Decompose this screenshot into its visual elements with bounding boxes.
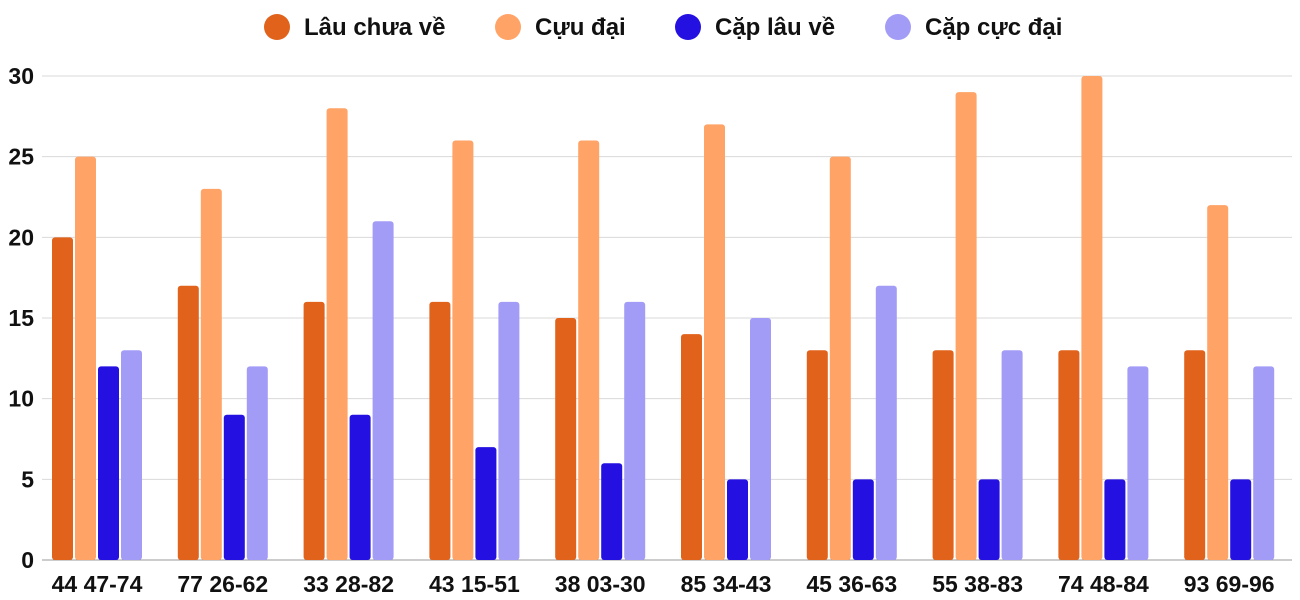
legend-item: Lâu chưa về [264, 14, 445, 41]
bar-1-5 [555, 318, 577, 560]
bar-2-7 [829, 156, 851, 560]
bar-3-10 [1230, 479, 1252, 560]
bar-1-6 [681, 334, 702, 560]
legend-label: Cặp lâu về [715, 14, 835, 41]
bar-2-3 [326, 108, 348, 561]
bar-4-8 [1001, 350, 1023, 560]
bar-1-8 [932, 350, 954, 560]
bar-3-1 [98, 366, 119, 560]
legend-label: Lâu chưa về [304, 14, 445, 41]
y-tick-label: 0 [21, 547, 34, 573]
x-category-label: 33 28-82 [303, 571, 394, 597]
x-category-label: 93 69-96 [1184, 571, 1275, 597]
x-category-label: 45 36-63 [806, 571, 897, 597]
bar-4-9 [1127, 366, 1149, 560]
bar-1-9 [1058, 350, 1080, 560]
bar-1-4 [429, 301, 451, 560]
legend-label: Cặp cực đại [925, 14, 1062, 41]
y-tick-label: 10 [8, 386, 34, 412]
legend-swatch [675, 14, 701, 40]
bar-3-3 [349, 414, 371, 560]
bar-1-1 [52, 237, 73, 561]
bar-2-5 [578, 140, 600, 561]
x-axis-categories: 44 47-74 77 26-62 33 28-82 43 15-51 38 03-30… [52, 571, 1275, 597]
bar-4-6 [750, 318, 771, 560]
y-tick-label: 25 [8, 144, 34, 170]
legend-swatch [264, 14, 290, 40]
y-axis-ticks: 0 5 10 15 20 25 30 [8, 63, 34, 573]
bar-4-5 [624, 301, 646, 560]
bar-4-3 [372, 221, 394, 560]
bar-2-1 [75, 156, 96, 560]
bar-2-6 [704, 124, 725, 561]
x-category-label: 77 26-62 [177, 571, 268, 597]
y-tick-label: 30 [8, 63, 34, 89]
bar-1-10 [1184, 350, 1206, 560]
bar-4-2 [246, 366, 268, 560]
bar-2-9 [1081, 76, 1103, 560]
y-tick-label: 20 [8, 224, 34, 250]
bar-3-7 [852, 479, 874, 560]
legend-item: Cựu đại [495, 14, 626, 41]
bar-3-8 [978, 479, 1000, 560]
x-category-label: 44 47-74 [52, 571, 143, 597]
bar-2-8 [955, 92, 977, 560]
x-category-label: 38 03-30 [555, 571, 646, 597]
bar-4-10 [1253, 366, 1275, 560]
bar-2-2 [200, 188, 222, 560]
bar-1-7 [806, 350, 828, 560]
bar-4-4 [498, 301, 520, 560]
legend: Lâu chưa về Cựu đại Cặp lâu về Cặp cực đại [264, 14, 1062, 41]
legend-swatch [495, 14, 521, 40]
y-tick-label: 15 [8, 305, 34, 331]
x-category-label: 43 15-51 [429, 571, 520, 597]
x-category-label: 55 38-83 [932, 571, 1023, 597]
bar-2-4 [452, 140, 474, 561]
bar-3-9 [1104, 479, 1126, 560]
bar-1-3 [303, 301, 325, 560]
legend-item: Cặp cực đại [885, 14, 1062, 41]
y-tick-label: 5 [21, 466, 34, 492]
bar-3-6 [727, 479, 748, 560]
legend-label: Cựu đại [535, 14, 626, 41]
x-category-label: 74 48-84 [1058, 571, 1149, 597]
x-category-label: 85 34-43 [681, 571, 772, 597]
bar-4-1 [121, 350, 142, 560]
legend-swatch [885, 14, 911, 40]
bar-3-2 [223, 414, 245, 560]
bar-2-10 [1207, 205, 1229, 561]
bar-1-2 [177, 285, 199, 560]
bar-3-5 [601, 463, 623, 560]
bar-4-7 [875, 285, 897, 560]
legend-item: Cặp lâu về [675, 14, 835, 41]
bars [52, 76, 1275, 561]
bar-3-4 [475, 447, 497, 560]
